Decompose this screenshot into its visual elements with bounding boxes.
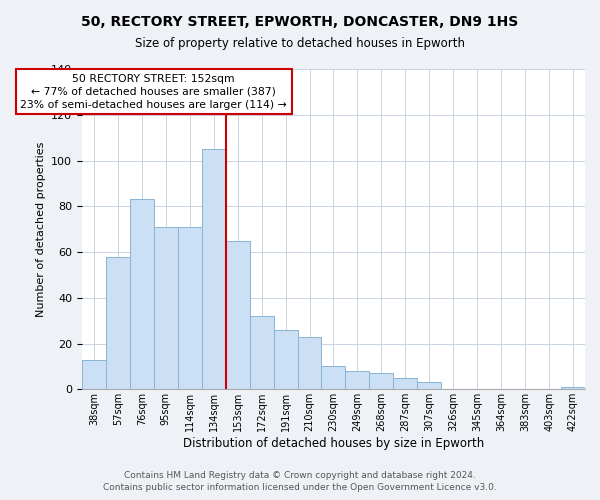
Text: 50, RECTORY STREET, EPWORTH, DONCASTER, DN9 1HS: 50, RECTORY STREET, EPWORTH, DONCASTER, … bbox=[82, 15, 518, 29]
Bar bbox=[106, 256, 130, 390]
Text: 50 RECTORY STREET: 152sqm
← 77% of detached houses are smaller (387)
23% of semi: 50 RECTORY STREET: 152sqm ← 77% of detac… bbox=[20, 74, 287, 110]
Bar bbox=[130, 200, 154, 390]
Bar bbox=[322, 366, 346, 390]
Bar bbox=[250, 316, 274, 390]
Bar bbox=[418, 382, 441, 390]
Bar bbox=[202, 149, 226, 390]
Bar bbox=[178, 227, 202, 390]
Bar bbox=[346, 371, 370, 390]
X-axis label: Distribution of detached houses by size in Epworth: Distribution of detached houses by size … bbox=[183, 437, 484, 450]
Bar bbox=[226, 240, 250, 390]
Bar bbox=[370, 374, 394, 390]
Y-axis label: Number of detached properties: Number of detached properties bbox=[35, 142, 46, 317]
Text: Size of property relative to detached houses in Epworth: Size of property relative to detached ho… bbox=[135, 38, 465, 51]
Bar bbox=[298, 336, 322, 390]
Bar bbox=[274, 330, 298, 390]
Bar bbox=[82, 360, 106, 390]
Text: Contains HM Land Registry data © Crown copyright and database right 2024.
Contai: Contains HM Land Registry data © Crown c… bbox=[103, 471, 497, 492]
Bar bbox=[394, 378, 418, 390]
Bar bbox=[154, 227, 178, 390]
Bar bbox=[561, 387, 585, 390]
